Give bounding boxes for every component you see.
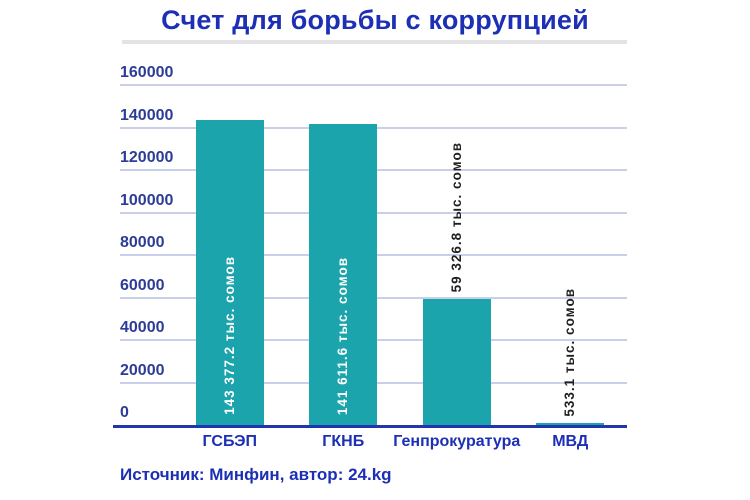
y-tick-label-40000: 40000: [120, 319, 165, 336]
y-tick-label-140000: 140000: [120, 106, 174, 124]
y-tick-label-120000: 120000: [120, 149, 174, 166]
x-axis-label-ГСБЭП: ГСБЭП: [202, 433, 257, 450]
value-label-Генпрокуратура: 59 326.8 тыс. сомов: [448, 141, 464, 292]
bar-ГСБЭП: [195, 120, 264, 425]
value-label-ГСБЭП: 143 377.2 тыс. сомов: [221, 256, 237, 415]
bar-Генпрокуратура: [422, 298, 491, 425]
bar-МВД: [536, 423, 605, 425]
y-tick-label-20000: 20000: [120, 361, 165, 379]
x-axis-label-Генпрокуратура: Генпрокуратура: [393, 433, 521, 450]
y-tick-label-0: 0: [120, 404, 129, 421]
gridline-y-160000: [120, 84, 627, 86]
plot-area: 0 20000 40000 60000 80000 100000 120000 140000 1…: [113, 65, 627, 450]
x-axis-line: [113, 425, 627, 428]
x-axis-label-МВД: МВД: [552, 433, 589, 450]
y-tick-label-100000: 100000: [120, 191, 174, 209]
value-label-МВД: 533.1 тыс. сомов: [562, 288, 578, 417]
y-tick-label-60000: 60000: [120, 276, 165, 294]
bar-ГКНБ: [309, 124, 378, 425]
value-label-ГКНБ: 141 611.6 тыс. сомов: [335, 256, 351, 415]
y-tick-label-160000: 160000: [120, 64, 174, 81]
title-divider: [122, 40, 627, 44]
chart-title: Счет для борьбы с коррупцией: [161, 5, 589, 35]
y-tick-label-80000: 80000: [120, 234, 165, 251]
source-note: Источник: Минфин, автор: 24.kg: [120, 465, 392, 484]
x-axis-label-ГКНБ: ГКНБ: [322, 433, 365, 450]
